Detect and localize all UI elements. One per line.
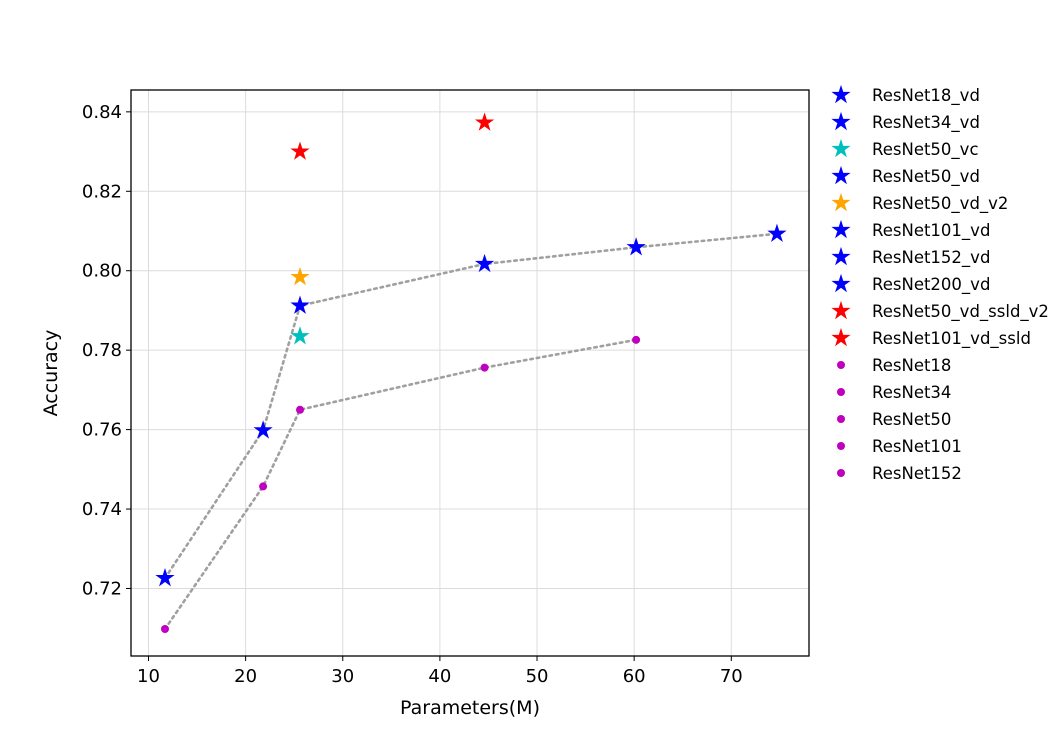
legend-entry-label: ResNet200_vd [872,275,990,295]
data-point-star [290,266,310,286]
legend-entry-label: ResNet101_vd_ssld [872,329,1031,349]
data-point-circle [296,405,305,414]
data-point-star [474,112,495,131]
data-point-star [290,295,310,314]
data-point-star [626,237,646,256]
x-tick-label: 70 [720,666,743,687]
axis-ticks: 10 20 30 40 50 60 70 0.72 0.74 0.76 0.78 0.80 0.82 0.… [82,102,743,687]
legend-marker-circle [837,442,845,450]
legend-entry-label: ResNet101_vd [872,221,990,241]
data-point-star [767,223,787,242]
legend-entry-label: ResNet34 [872,383,951,402]
data-point-circle [632,335,641,344]
x-tick-label: 30 [331,666,354,687]
legend: ResNet18_vd ResNet34_vd ResNet50_vc ResNet5… [831,84,1049,483]
y-tick-label: 0.84 [82,102,122,123]
legend-marker-star [831,138,851,158]
legend-marker-circle [837,415,845,423]
legend-marker-star [831,327,851,347]
data-point-star [253,420,273,439]
legend-entry-label: ResNet152 [872,464,962,483]
y-tick-label: 0.74 [82,499,122,520]
legend-marker-star [831,219,851,239]
legend-entry-label: ResNet18 [872,356,951,375]
y-tick-label: 0.82 [82,181,122,202]
legend-entry-label: ResNet50_vd_v2 [872,194,1008,214]
legend-entry-label: ResNet50 [872,410,951,429]
legend-entry-label: ResNet50_vc [872,140,979,160]
legend-marker-star [831,165,851,185]
x-axis-label: Parameters(M) [400,697,540,719]
legend-entry-label: ResNet101 [872,437,962,456]
x-tick-label: 20 [234,666,257,687]
legend-marker-star [831,300,851,320]
data-points [155,112,787,633]
data-point-star [290,141,310,160]
data-point-star [155,568,175,587]
y-tick-label: 0.80 [82,261,122,282]
y-tick-label: 0.76 [82,420,122,441]
data-point-circle [480,363,489,372]
legend-entry-label: ResNet152_vd [872,248,990,268]
y-axis-label: Accuracy [40,330,62,417]
legend-marker-star [831,84,851,104]
legend-marker-star [831,246,851,266]
trend-lines [163,232,779,631]
plot-frame [130,89,810,657]
legend-entry-label: ResNet50_vd [872,167,980,187]
data-point-circle [160,624,169,633]
legend-entry-label: ResNet50_vd_ssld_v2 [872,302,1049,322]
data-point-star [474,253,495,273]
legend-entry-label: ResNet34_vd [872,113,980,133]
grid-lines [131,90,809,656]
legend-marker-circle [837,361,845,369]
x-tick-label: 40 [428,666,451,687]
x-tick-label: 10 [137,666,160,687]
data-point-star [290,326,310,345]
legend-marker-star [831,192,851,212]
y-tick-label: 0.72 [82,578,122,599]
legend-marker-star [831,111,851,131]
data-point-circle [259,482,268,491]
legend-marker-circle [837,469,845,477]
legend-entry-label: ResNet18_vd [872,86,980,106]
legend-marker-circle [837,388,845,396]
plot-background [131,90,809,656]
trend-line [163,232,779,580]
x-tick-label: 60 [623,666,646,687]
y-tick-label: 0.78 [82,340,122,361]
x-tick-label: 50 [526,666,549,687]
legend-marker-star [831,273,851,293]
